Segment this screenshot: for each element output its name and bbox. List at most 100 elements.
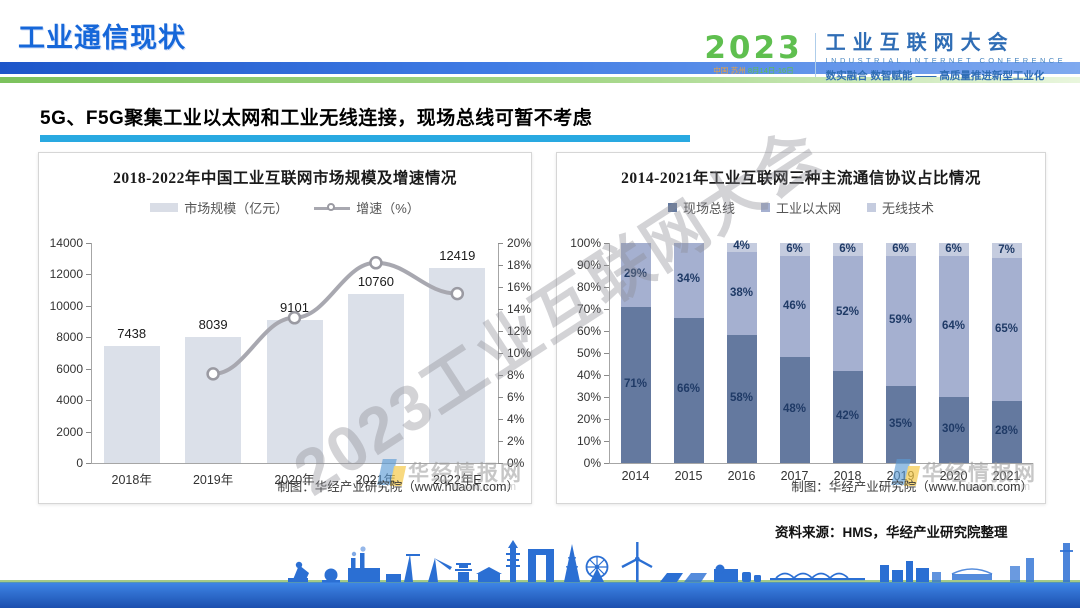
segment-value-label: 65%: [994, 322, 1019, 335]
y-axis-line: [609, 243, 610, 463]
stacked-segment: [991, 258, 1022, 402]
segment-value-label: 34%: [676, 273, 701, 286]
right-chart-title: 2014-2021年工业互联网三种主流通信协议占比情况: [621, 170, 981, 187]
stacked-segment: [726, 243, 757, 252]
legend-item-fieldbus: 现场总线: [667, 198, 735, 217]
stacked-segment: [938, 256, 969, 397]
y-axis-tick-label: 60%: [576, 324, 601, 338]
logo-location-dates: 中国·苏州 8月14日-16日: [704, 65, 802, 76]
y2-axis-tick: [498, 397, 503, 398]
y-axis-tick: [604, 419, 609, 420]
stacked-segment: [620, 243, 651, 307]
stacked-segment: [673, 243, 704, 318]
left-chart-legend: 市场规模（亿元） 增速（%）: [39, 198, 531, 217]
logo-divider: [814, 32, 816, 77]
page-title: 工业通信现状: [18, 23, 186, 53]
y-axis-tick: [604, 397, 609, 398]
y2-axis-tick: [498, 419, 503, 420]
x-axis-tick-label: 2017: [780, 469, 809, 483]
market-scale-bar: [429, 267, 486, 463]
y2-axis-tick-label: 2%: [507, 434, 525, 448]
legend-item-market-scale: 市场规模（亿元）: [150, 198, 288, 217]
segment-value-label: 71%: [623, 377, 648, 390]
y-axis-tick-label: 50%: [576, 346, 601, 360]
segment-value-label: 58%: [729, 392, 754, 405]
y2-axis-tick: [498, 353, 503, 354]
y2-axis-tick-label: 4%: [507, 412, 525, 426]
segment-value-label: 6%: [892, 242, 909, 255]
market-scale-bar: [347, 293, 404, 463]
y-axis-tick: [604, 353, 609, 354]
segment-value-label: 42%: [835, 409, 860, 422]
segment-value-label: 35%: [888, 417, 913, 430]
stacked-segment: [991, 401, 1022, 463]
y2-axis-tick-label: 14%: [507, 302, 532, 316]
y-axis-tick: [86, 463, 91, 464]
y-axis-tick-label: 12000: [49, 267, 83, 282]
segment-value-label: 29%: [623, 267, 648, 280]
y2-axis-tick-label: 20%: [507, 236, 532, 250]
y2-axis-tick: [498, 309, 503, 310]
stacked-segment: [991, 243, 1022, 259]
data-source-note: 资料来源：HMS，华经产业研究院整理: [775, 525, 1008, 540]
y-axis-tick-label: 70%: [576, 302, 601, 316]
bar-value-label: 8039: [198, 316, 228, 332]
segment-value-label: 30%: [941, 423, 966, 435]
segment-value-label: 64%: [941, 319, 966, 332]
x-axis-tick-label: 2018年: [111, 473, 152, 487]
protocol-share-chart-card: 2014-2021年工业互联网三种主流通信协议占比情况 现场总线 工业以太网 无…: [556, 152, 1046, 504]
slide-subtitle: 5G、F5G聚集工业以太网和工业无线连接，现场总线可暂不考虑: [40, 108, 593, 129]
stacked-segment: [885, 256, 916, 386]
x-axis-tick-label: 2018: [833, 469, 862, 483]
huaon-watermark: 华经情报网 huaon.com: [891, 457, 1037, 493]
y-axis-tick: [86, 431, 91, 433]
left-chart-title: 2018-2022年中国工业互联网市场规模及增速情况: [113, 170, 457, 187]
y-axis-tick-label: 40%: [576, 368, 601, 382]
y-axis-tick: [604, 309, 609, 310]
x-axis-tick-label: 2020年: [274, 473, 315, 487]
bottom-blue-band: [0, 582, 1080, 608]
y2-axis-tick: [498, 375, 503, 376]
stacked-segment: [779, 357, 810, 463]
x-axis-tick-label: 2019年: [192, 473, 234, 487]
legend-item-ethernet: 工业以太网: [760, 198, 841, 217]
segment-value-label: 52%: [835, 306, 860, 319]
y-axis-tick: [604, 441, 609, 442]
stacked-segment: [938, 243, 969, 257]
y-axis-tick: [604, 375, 609, 376]
x-axis-line: [91, 463, 498, 464]
legend-label: 无线技术: [882, 201, 935, 216]
legend-label: 市场规模（亿元）: [184, 201, 289, 216]
y-axis-tick-label: 2000: [56, 424, 83, 439]
stacked-segment: [885, 243, 916, 257]
y-axis-tick-label: 8000: [56, 330, 83, 345]
market-scale-bar: [103, 346, 160, 463]
segment-value-label: 6%: [786, 242, 803, 255]
bar-value-label: 9101: [280, 299, 309, 315]
y-axis-tick-label: 30%: [576, 390, 601, 404]
legend-item-growth: 增速（%）: [314, 198, 420, 217]
y2-axis-tick-label: 0%: [507, 456, 525, 470]
x-axis-tick-label: 2020: [939, 469, 968, 483]
stacked-segment: [673, 317, 704, 463]
y2-axis-tick-label: 18%: [507, 258, 532, 272]
x-axis-line: [609, 463, 1033, 464]
stacked-segment: [726, 335, 757, 463]
legend-label: 增速（%）: [356, 201, 420, 216]
y-axis-tick-label: 20%: [576, 412, 601, 426]
legend-item-wireless: 无线技术: [867, 198, 934, 217]
logo-year-block: 2023 中国·苏州 8月14日-16日: [704, 33, 802, 76]
y2-axis-tick: [498, 243, 503, 244]
right-chart-source: 制图：华经产业研究院（www.huaon.com）: [791, 480, 1033, 494]
city-skyline-illustration: [0, 540, 1080, 608]
y2-axis-tick-label: 6%: [507, 390, 525, 404]
y2-axis-tick: [498, 463, 503, 464]
legend-label: 工业以太网: [775, 201, 841, 216]
y-axis-tick: [86, 337, 91, 339]
fieldbus-swatch: [667, 203, 677, 212]
y-axis-tick: [86, 305, 91, 307]
logo-text-block: 工业互联网大会 INDUSTRIAL INTERNET CONFERENCE 数…: [826, 26, 1066, 83]
y2-axis-tick: [498, 265, 503, 266]
y-axis-tick-label: 80%: [576, 280, 601, 294]
